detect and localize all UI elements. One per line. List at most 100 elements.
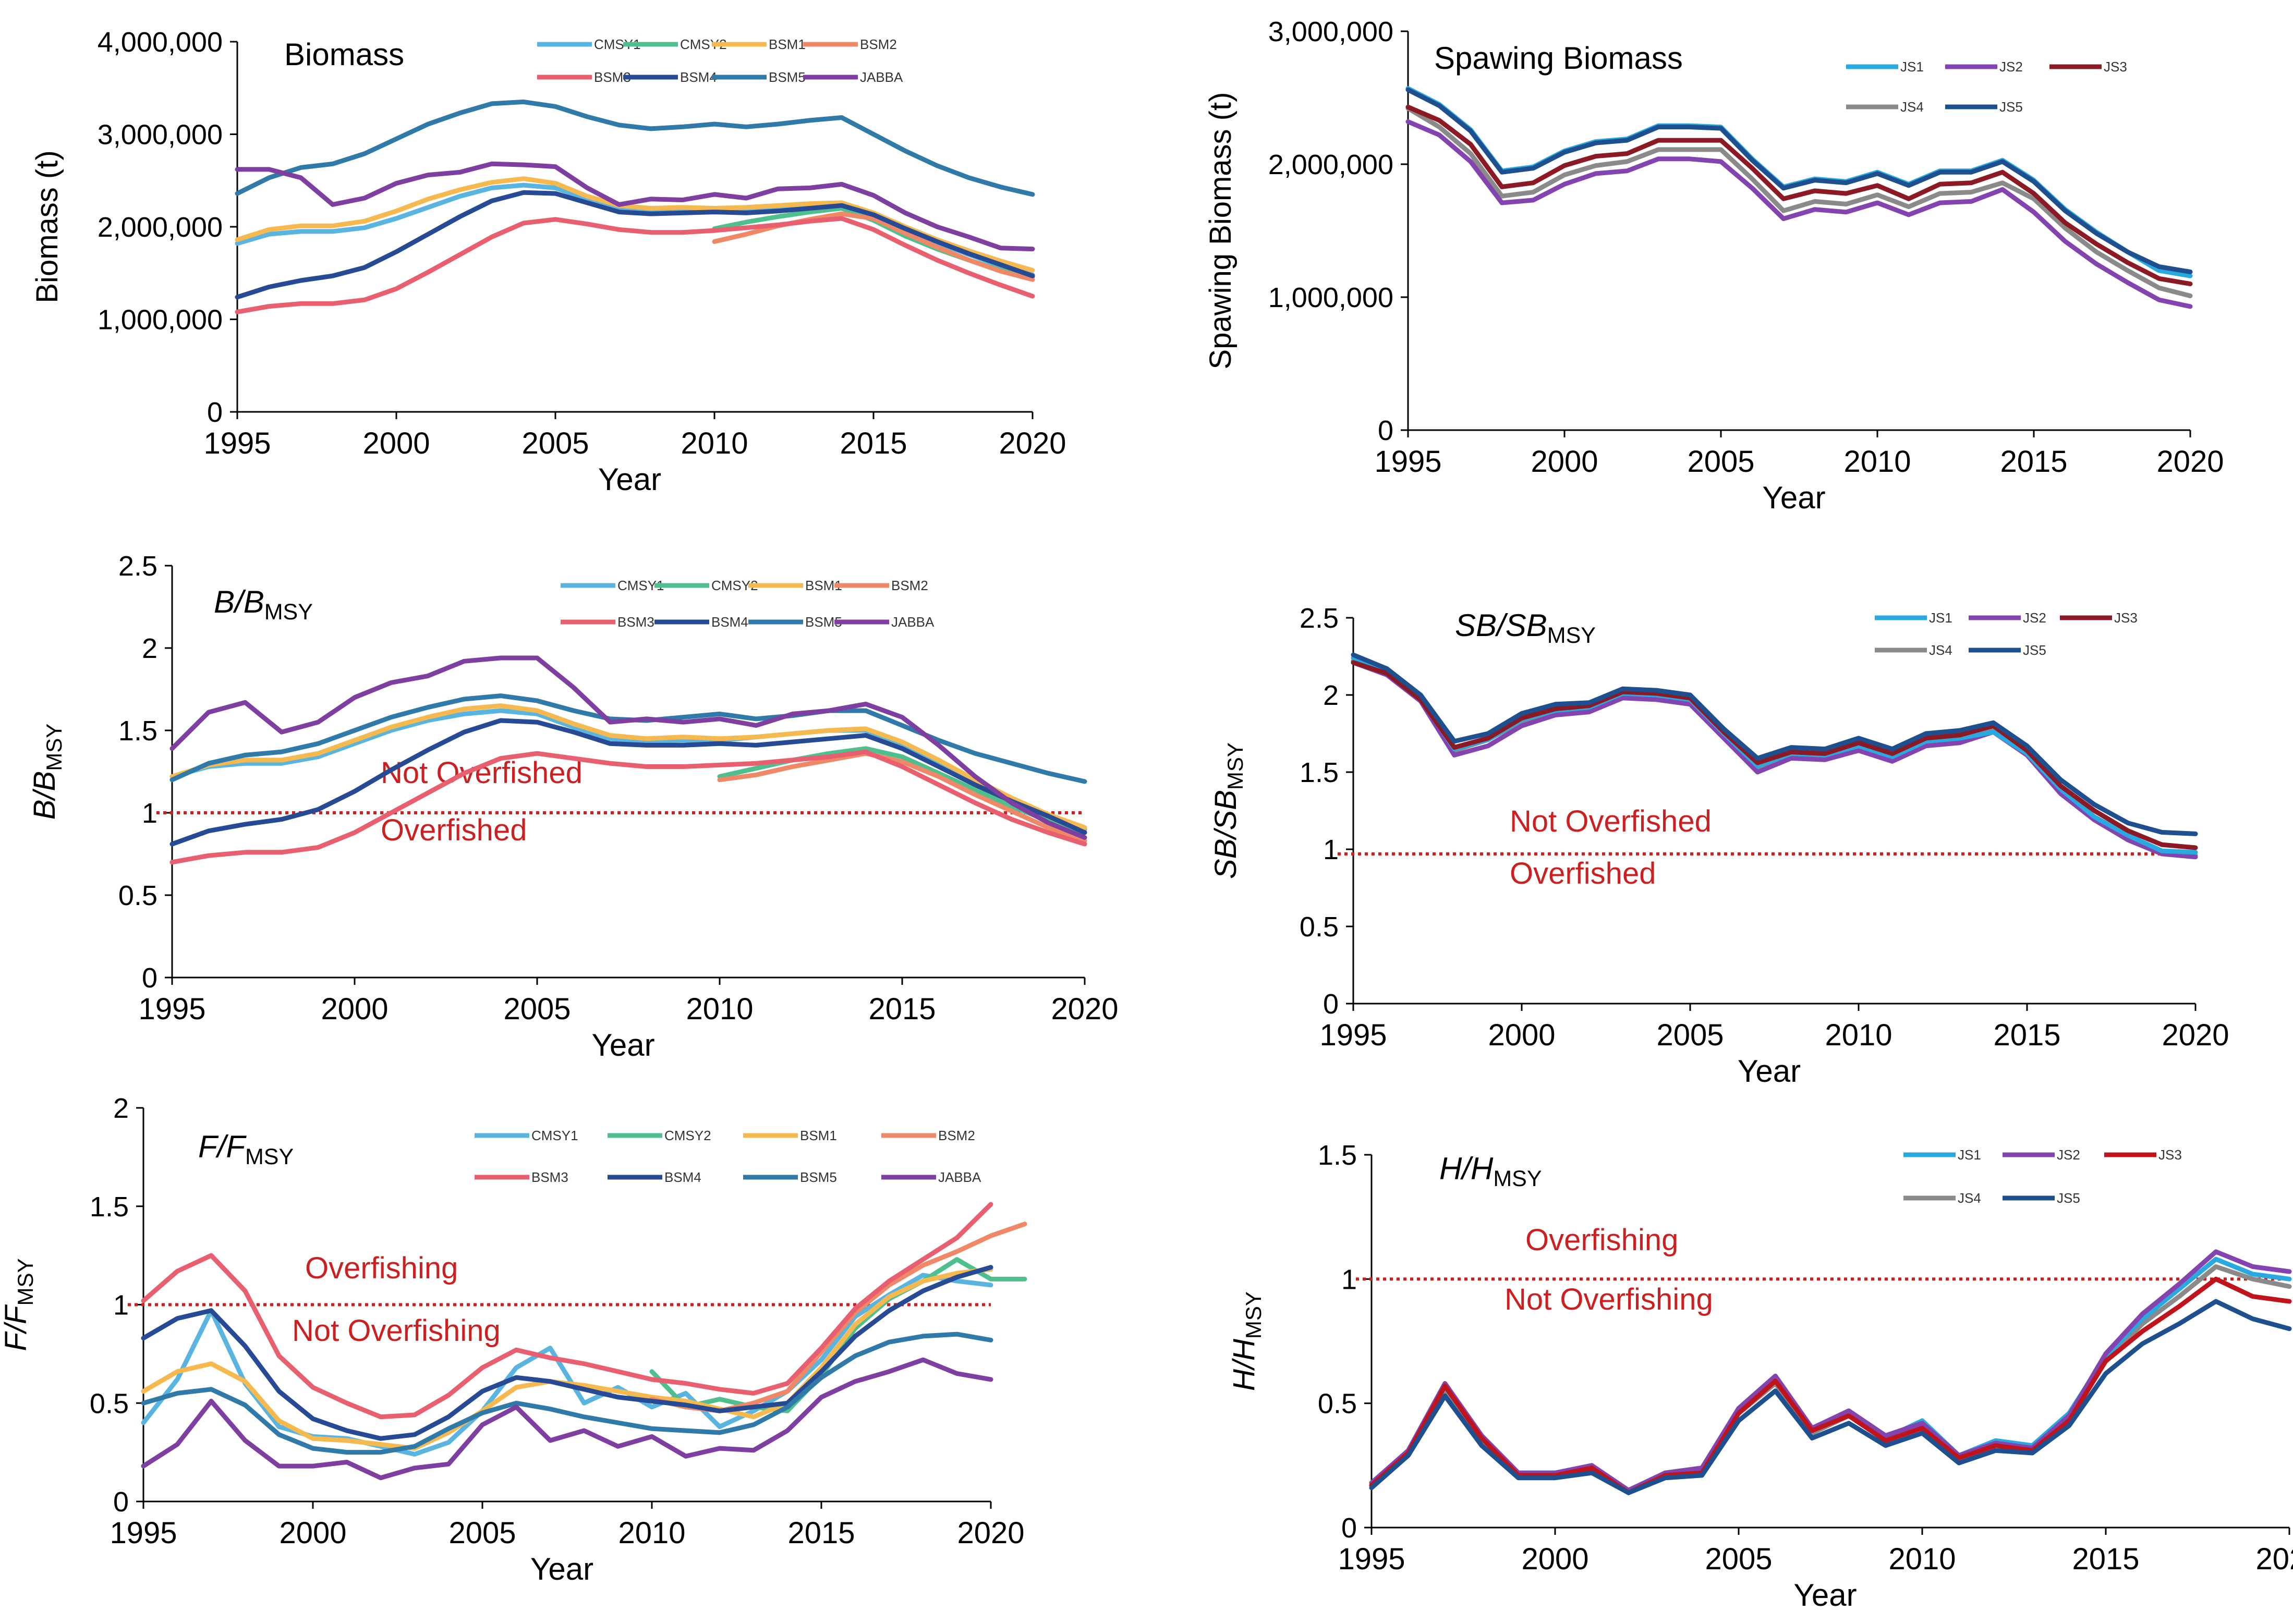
legend-label-js2: JS2 — [2057, 1147, 2080, 1163]
series-line-js4 — [1405, 106, 2193, 298]
legend-label-jabba: JABBA — [891, 614, 935, 630]
legend-label-js4: JS4 — [1929, 642, 1952, 658]
series-line-js3 — [1369, 1276, 2292, 1495]
x-tick-label: 2000 — [321, 992, 388, 1026]
y-tick-label: 0 — [142, 962, 157, 994]
x-tick-label: 2000 — [1488, 1018, 1555, 1052]
legend-label-bsm5: BSM5 — [769, 69, 806, 85]
panel-spawning-biomass-chart: 1995 2000 2005 2010 2015 2020 0 1,000,000 2,000,… — [1204, 16, 2224, 515]
x-tick-label: 1995 — [1319, 1018, 1387, 1052]
x-tick-label: 2015 — [787, 1516, 855, 1550]
legend-label-js3: JS3 — [2104, 59, 2127, 75]
y-axis-label-main: F/F — [0, 1304, 33, 1351]
panel-h-hmsy-chart: 19952000200520102015202000.511.5YearH/HM… — [1227, 1140, 2293, 1613]
y-tick-label: 1 — [1323, 834, 1339, 865]
y-axis-label-main: B/B — [28, 771, 62, 820]
chart-title-sub: MSY — [264, 600, 313, 625]
y-axis-label: H/HMSY — [1227, 1291, 1266, 1391]
legend-label-cmsy1: CMSY1 — [531, 1128, 578, 1143]
x-tick-label: 2015 — [840, 426, 907, 460]
annotation-label: Overfished — [1510, 857, 1656, 890]
y-axis-label-sub: MSY — [1241, 1291, 1266, 1339]
annotation-label: Overfishing — [1525, 1223, 1678, 1257]
y-tick-label: 3,000,000 — [1268, 16, 1393, 47]
y-tick-label: 0 — [1378, 415, 1393, 446]
legend-label-bsm5: BSM5 — [800, 1169, 837, 1185]
annotation-label: Not Overfishing — [292, 1314, 501, 1348]
chart-title-main: B/B — [214, 584, 264, 619]
legend-label-js3: JS3 — [2158, 1147, 2182, 1163]
chart-title-main: H/H — [1439, 1151, 1494, 1186]
series-line-bsm2 — [717, 751, 1087, 844]
legend-label-js3: JS3 — [2114, 610, 2138, 626]
chart-title-sub: MSY — [1493, 1166, 1542, 1191]
y-tick-label: 2,000,000 — [98, 212, 223, 243]
x-tick-label: 2005 — [503, 992, 571, 1026]
legend-label-js5: JS5 — [2057, 1190, 2080, 1206]
x-tick-label: 2005 — [521, 426, 589, 460]
chart-title: Biomass — [284, 37, 404, 72]
y-axis-label: SB/SBMSY — [1209, 742, 1247, 879]
y-axis-label-sub: MSY — [42, 724, 66, 771]
x-tick-label: 2020 — [2162, 1018, 2229, 1052]
y-tick-label: 2 — [142, 633, 157, 664]
x-tick-label: 2020 — [1051, 992, 1118, 1026]
x-tick-label: 2010 — [681, 426, 748, 460]
chart-title: F/FMSY — [198, 1129, 294, 1169]
y-tick-label: 2 — [1323, 680, 1339, 711]
y-axis-label: F/FMSY — [0, 1259, 38, 1351]
panel-f-fmsy-chart: 1995 2000 2005 2010 2015 2020 0 0.5 1 1.5 2 Year F/F… — [0, 1093, 1027, 1586]
series-line-js2 — [1405, 119, 2193, 309]
y-tick-label: 3,000,000 — [98, 119, 223, 151]
legend-label-bsm3: BSM3 — [531, 1169, 568, 1185]
y-tick-label: 1,000,000 — [1268, 282, 1393, 313]
x-axis-label: Year — [1793, 1578, 1857, 1613]
series-line-js2 — [1351, 660, 2198, 860]
x-tick-label: 2020 — [2156, 445, 2224, 479]
x-axis-label: Year — [1762, 480, 1825, 515]
panel-b-bmsy-chart: 1995 2000 2005 2010 2015 2020 0 0.5 1 1.5 2 2.5 Year… — [28, 551, 1119, 1063]
series-line-bsm4 — [235, 190, 1035, 300]
y-tick-label: 0 — [1341, 1512, 1357, 1544]
x-tick-label: 1995 — [203, 426, 271, 460]
series-line-bsm3 — [141, 1202, 993, 1420]
series-line-js5 — [1405, 87, 2193, 274]
y-tick-label: 1 — [142, 798, 157, 829]
series-line-js2 — [1369, 1249, 2292, 1493]
annotation-label: Not Overfished — [381, 756, 583, 790]
x-tick-label: 2015 — [2072, 1542, 2139, 1576]
x-tick-label: 1995 — [138, 992, 205, 1026]
y-tick-label: 4,000,000 — [98, 27, 223, 58]
legend-label-jabba: JABBA — [938, 1169, 981, 1185]
y-axis-label: Biomass (t) — [30, 150, 64, 303]
x-tick-label: 2000 — [1521, 1542, 1588, 1576]
series-line-bsm4 — [141, 1265, 993, 1441]
series-line-bsm5 — [235, 99, 1035, 197]
y-tick-label: 0 — [113, 1486, 129, 1518]
legend-label-js2: JS2 — [1999, 59, 2023, 75]
x-axis-label: Year — [530, 1552, 593, 1586]
y-tick-label: 0.5 — [1300, 911, 1339, 943]
annotation-label: Overfishing — [305, 1251, 458, 1285]
legend-label-js1: JS1 — [1929, 610, 1952, 626]
x-tick-label: 2005 — [448, 1516, 516, 1550]
chart-title-sub: MSY — [1547, 623, 1596, 648]
y-tick-label: 0 — [207, 397, 223, 428]
x-tick-label: 2015 — [2000, 445, 2067, 479]
x-tick-label: 2010 — [618, 1516, 685, 1550]
x-axis-label: Year — [1738, 1054, 1801, 1089]
chart-title: SB/SBMSY — [1455, 608, 1596, 648]
series-line-bsm3 — [235, 216, 1035, 314]
series-line-bsm1 — [235, 176, 1035, 273]
series-line-bsm4 — [169, 718, 1087, 847]
y-axis-label-sub: MSY — [1223, 742, 1247, 790]
x-tick-label: 2000 — [362, 426, 430, 460]
x-tick-label: 2015 — [868, 992, 936, 1026]
y-tick-label: 2.5 — [118, 551, 157, 582]
series-line-jabba — [169, 655, 1087, 840]
legend-label-bsm2: BSM2 — [860, 36, 897, 52]
x-tick-label: 2020 — [957, 1516, 1024, 1550]
chart-title: B/BMSY — [214, 584, 313, 625]
x-axis-label: Year — [591, 1028, 654, 1063]
